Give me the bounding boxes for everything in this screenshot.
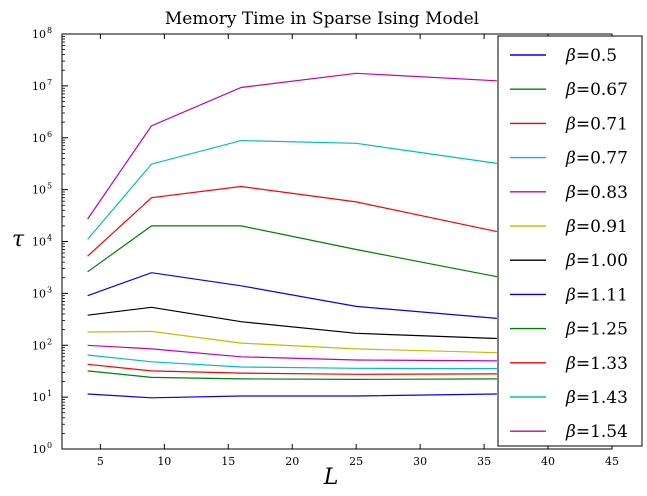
legend-items: β=0.5 β=0.67 β=0.71 β=0.77 β=0.83 β=0.91 β=1.0… xyxy=(510,46,628,442)
x-tick-label: 5 xyxy=(97,455,104,468)
y-tick-exponent: 5 xyxy=(47,182,52,191)
y-tick-label: 10 xyxy=(32,28,46,41)
y-tick-label: 10 xyxy=(32,287,46,300)
y-axis-label: τ xyxy=(12,227,25,252)
y-tick-label: 10 xyxy=(32,443,46,456)
legend-label-3: β=0.71 xyxy=(565,114,628,134)
legend-label-12: β=1.54 xyxy=(565,422,628,442)
y-tick-label: 10 xyxy=(32,339,46,352)
series-line-10 xyxy=(87,185,498,257)
y-tick-label: 10 xyxy=(32,80,46,93)
series-line-11 xyxy=(87,139,497,240)
y-tick-exponent: 1 xyxy=(47,389,52,398)
series-line-6 xyxy=(87,330,497,354)
x-tick-label: 10 xyxy=(157,455,171,468)
x-tick-label: 25 xyxy=(349,455,363,468)
legend-label-9: β=1.25 xyxy=(565,320,628,340)
series-line-4 xyxy=(87,354,497,370)
series-line-7 xyxy=(87,306,497,340)
y-tick-exponent: 3 xyxy=(47,285,52,294)
legend-label-1: β=0.5 xyxy=(565,46,617,66)
x-tick-label: 45 xyxy=(605,455,619,468)
x-tick-label: 20 xyxy=(285,455,299,468)
series-line-3 xyxy=(87,363,497,375)
legend-box xyxy=(497,35,643,447)
x-tick-label: 30 xyxy=(413,455,427,468)
x-tick-label: 35 xyxy=(477,455,491,468)
series-line-12 xyxy=(87,72,497,220)
y-tick-exponent: 2 xyxy=(47,337,52,346)
legend-label-7: β=1.00 xyxy=(565,251,628,271)
legend: β=0.5 β=0.67 β=0.71 β=0.77 β=0.83 β=0.91 β=1.0… xyxy=(497,35,643,447)
legend-label-5: β=0.83 xyxy=(565,183,628,203)
legend-label-4: β=0.77 xyxy=(565,149,628,169)
y-tick-exponent: 8 xyxy=(47,26,52,35)
x-tick-label: 40 xyxy=(541,455,555,468)
series-line-1 xyxy=(87,393,497,399)
plot-lines xyxy=(87,72,498,399)
y-tick-label: 10 xyxy=(32,391,46,404)
series-line-9 xyxy=(87,225,498,278)
y-tick-label: 10 xyxy=(32,132,46,145)
series-line-5 xyxy=(87,344,497,362)
x-axis-label: L xyxy=(323,465,339,490)
y-tick-exponent: 7 xyxy=(47,78,52,87)
legend-label-10: β=1.33 xyxy=(565,354,628,374)
legend-label-8: β=1.11 xyxy=(565,285,628,305)
x-tick-label: 15 xyxy=(221,455,235,468)
y-tick-label: 10 xyxy=(32,236,46,249)
legend-label-6: β=0.91 xyxy=(565,217,628,237)
y-tick-exponent: 6 xyxy=(47,130,52,139)
y-tick-exponent: 4 xyxy=(47,234,52,243)
series-line-8 xyxy=(87,272,497,319)
legend-label-11: β=1.43 xyxy=(565,388,628,408)
chart-title: Memory Time in Sparse Ising Model xyxy=(165,9,479,29)
series-line-2 xyxy=(87,370,497,380)
legend-label-2: β=0.67 xyxy=(565,80,628,100)
y-tick-label: 10 xyxy=(32,184,46,197)
x-axis-ticks: 5 10 15 20 25 30 35 40 45 xyxy=(97,34,619,468)
y-tick-exponent: 0 xyxy=(47,441,52,450)
